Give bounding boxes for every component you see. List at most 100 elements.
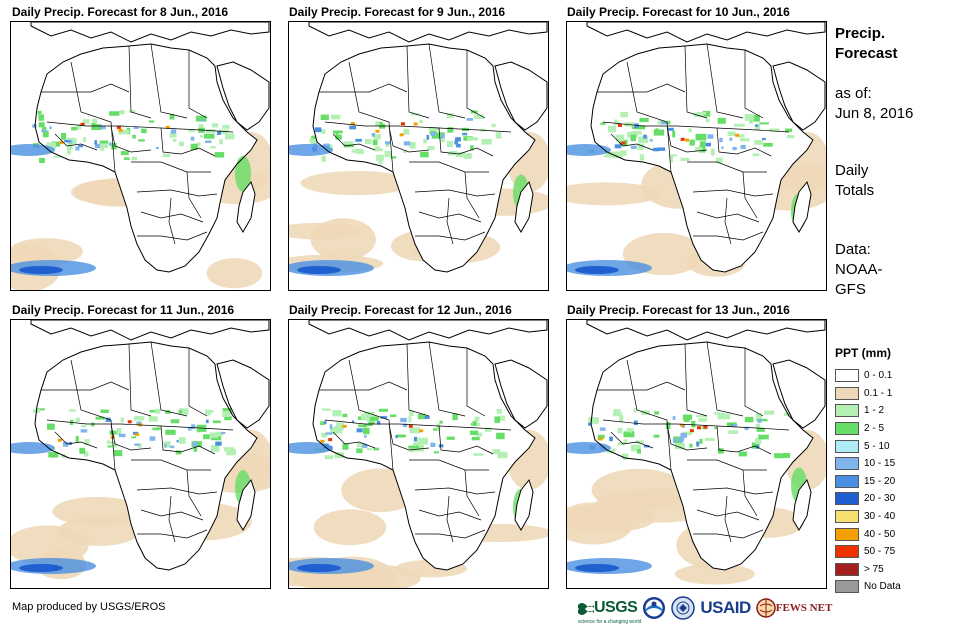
rain-cell	[205, 419, 209, 424]
legend-item: 2 - 5	[835, 420, 901, 438]
rain-cell	[320, 114, 329, 121]
rain-cell	[417, 413, 426, 420]
heavy-rain-cell	[342, 424, 347, 428]
seal-icon	[671, 596, 696, 620]
rain-cell	[67, 143, 73, 150]
rain-cell	[756, 427, 765, 432]
rain-cell	[672, 416, 676, 420]
rain-cell	[699, 438, 703, 444]
fewsnet-globe-icon	[756, 598, 776, 618]
country-border	[415, 529, 486, 539]
country-border	[332, 133, 376, 151]
rain-cell	[744, 416, 754, 423]
forecast-map-5	[288, 319, 549, 589]
rain-cell	[673, 436, 683, 444]
rain-cell	[698, 418, 707, 422]
europe-coast	[308, 22, 548, 43]
coastline	[216, 61, 270, 131]
rain-cell	[138, 443, 142, 448]
rain-cell	[222, 410, 231, 418]
legend-item: 50 - 75	[835, 543, 901, 561]
legend-swatch	[835, 422, 859, 436]
rain-band	[289, 442, 333, 454]
heavy-rain-cell	[127, 420, 132, 424]
forecast-map-2	[288, 21, 549, 291]
rain-cell	[613, 409, 621, 416]
rain-cell	[452, 413, 458, 421]
country-border	[409, 161, 489, 173]
rain-cell	[133, 126, 139, 129]
heavy-rain-cell	[328, 438, 333, 442]
legend-item: > 75	[835, 561, 901, 579]
rain-cell	[638, 136, 649, 143]
country-border	[597, 381, 686, 391]
rain-cell	[722, 413, 731, 420]
country-border	[168, 197, 176, 245]
rain-cell	[783, 412, 791, 416]
rain-cell	[363, 435, 367, 438]
country-border	[128, 343, 152, 417]
country-border	[666, 423, 708, 451]
country-border	[418, 509, 482, 521]
rain-cell	[716, 157, 723, 163]
legend-swatch	[835, 369, 859, 383]
heavy-rain-cell	[621, 141, 626, 145]
legend-swatch	[835, 527, 859, 541]
rain-cell	[403, 141, 411, 146]
rain-cell	[371, 132, 376, 137]
usgs-logo: USGS science for a changing world	[578, 599, 641, 625]
rain-cell	[409, 427, 421, 434]
country-border	[137, 529, 208, 539]
rain-cell	[666, 120, 671, 125]
panel-title-4: Daily Precip. Forecast for 11 Jun., 2016	[12, 303, 235, 317]
country-border	[428, 43, 466, 119]
rain-band	[567, 442, 611, 454]
rain-cell	[614, 144, 622, 149]
rain-cell	[164, 443, 167, 448]
africa-map	[567, 320, 826, 585]
rain-cell	[631, 444, 641, 452]
land-mass	[35, 44, 257, 272]
africa-map	[11, 22, 270, 290]
rain-cell	[165, 429, 176, 435]
light-precip-area	[206, 258, 263, 289]
rain-cell	[403, 149, 407, 153]
rain-cell	[447, 127, 454, 133]
rain-cell	[752, 153, 760, 157]
country-border	[418, 211, 482, 223]
country-border	[706, 43, 744, 119]
rain-cell	[99, 125, 106, 130]
rain-cell	[175, 450, 182, 455]
rain-cell	[697, 111, 707, 115]
rain-cell	[672, 130, 676, 138]
rain-cell	[116, 428, 122, 435]
rain-cell	[654, 411, 660, 415]
heavy-rain-cell	[59, 141, 64, 145]
country-border	[46, 419, 234, 431]
rain-cell	[469, 430, 479, 435]
rain-cell	[456, 143, 461, 148]
rain-cell	[358, 424, 368, 428]
rain-cell	[355, 138, 362, 142]
country-border	[406, 343, 430, 417]
country-border	[696, 509, 760, 521]
rain-cell	[105, 417, 111, 422]
country-border	[160, 425, 216, 455]
rain-cell	[754, 124, 759, 127]
rain-cell	[331, 114, 341, 120]
usgs-tagline: science for a changing world	[578, 619, 642, 625]
rain-cell	[734, 123, 745, 127]
country-border	[706, 341, 744, 417]
legend-label: 40 - 50	[864, 528, 896, 540]
legend-label: 20 - 30	[864, 493, 896, 505]
rain-cell	[774, 453, 784, 459]
rain-cell	[49, 126, 52, 130]
rain-cell	[409, 142, 416, 149]
rain-cell	[226, 448, 236, 456]
light-precip-area	[674, 563, 755, 585]
rain-cell	[362, 444, 368, 448]
rain-cell	[64, 139, 70, 143]
rain-cell	[210, 436, 222, 441]
rain-cell	[149, 436, 156, 441]
heavy-rain-cell	[617, 123, 622, 127]
